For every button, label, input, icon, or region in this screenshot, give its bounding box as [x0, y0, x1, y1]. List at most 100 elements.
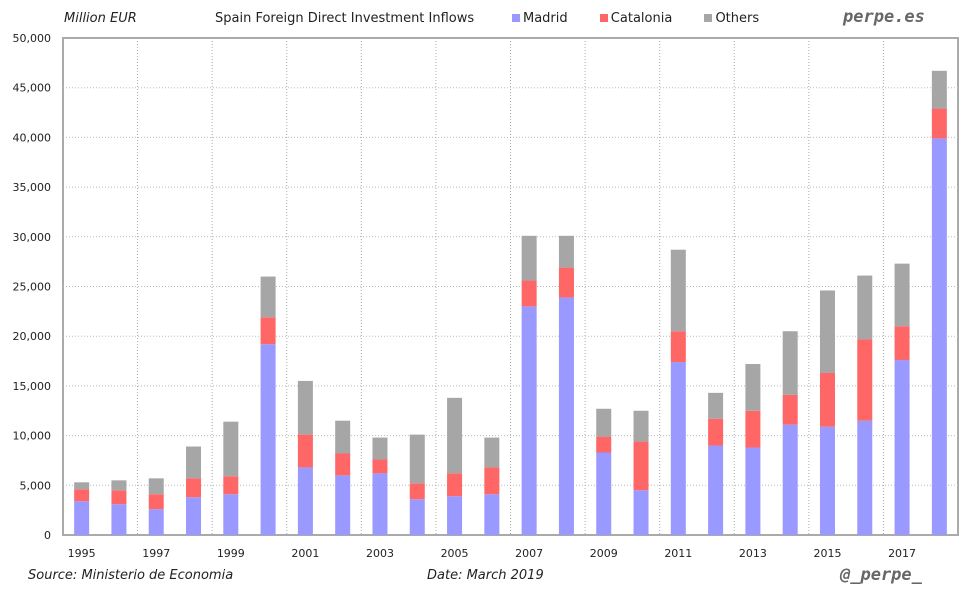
chart-title: Spain Foreign Direct Investment Inflows	[215, 11, 475, 26]
bar-catalonia-1995	[74, 489, 90, 502]
bar-others-2003	[372, 437, 388, 460]
bar-madrid-2011	[670, 362, 686, 535]
bar-madrid-2000	[260, 344, 276, 535]
bar-madrid-2008	[558, 297, 574, 535]
bar-others-2007	[521, 235, 537, 281]
bar-catalonia-2005	[447, 473, 463, 497]
x-tick-label: 1999	[217, 547, 245, 560]
bar-others-2017	[894, 263, 910, 327]
bar-madrid-1998	[186, 497, 202, 535]
bar-madrid-1999	[223, 494, 239, 535]
bar-madrid-1997	[148, 509, 164, 535]
bar-madrid-2015	[819, 426, 835, 535]
legend-item-catalonia: Catalonia	[599, 11, 673, 26]
bar-catalonia-2017	[894, 326, 910, 361]
x-tick-label: 2015	[813, 547, 841, 560]
bar-catalonia-2003	[372, 459, 388, 474]
bar-catalonia-2014	[782, 394, 798, 425]
bar-others-2005	[447, 397, 463, 474]
bar-others-2012	[708, 392, 724, 419]
bar-madrid-2018	[931, 138, 947, 536]
bar-others-2010	[633, 410, 649, 442]
bar-madrid-2001	[297, 467, 313, 535]
bar-catalonia-2004	[409, 483, 425, 500]
legend-label: Madrid	[523, 11, 568, 26]
legend-label: Catalonia	[610, 11, 673, 26]
bar-others-1997	[148, 478, 164, 495]
x-tick-label: 2011	[664, 547, 692, 560]
bar-catalonia-2009	[596, 436, 612, 453]
x-tick-label: 1995	[68, 547, 96, 560]
bar-catalonia-2006	[484, 467, 500, 495]
bar-catalonia-2015	[819, 372, 835, 427]
bar-others-2013	[745, 364, 761, 411]
x-tick-label: 1997	[142, 547, 170, 560]
y-tick-label: 10,000	[13, 430, 52, 443]
bar-madrid-2005	[447, 496, 463, 535]
bar-catalonia-2012	[708, 418, 724, 446]
legend-swatch-icon	[704, 14, 713, 22]
bar-catalonia-2010	[633, 441, 649, 491]
bar-madrid-2002	[335, 475, 351, 535]
legend-swatch-icon	[599, 14, 608, 22]
x-tick-label: 2001	[291, 547, 319, 560]
x-tick-label: 2013	[739, 547, 767, 560]
bar-catalonia-2013	[745, 410, 761, 448]
bar-catalonia-1999	[223, 476, 239, 495]
bar-catalonia-1997	[148, 494, 164, 510]
bar-others-2001	[297, 380, 313, 435]
bar-others-2015	[819, 290, 835, 373]
y-tick-label: 45,000	[13, 82, 52, 95]
y-tick-label: 40,000	[13, 131, 52, 144]
bar-others-1999	[223, 421, 239, 477]
source-note: Source: Ministerio de Economia	[28, 568, 234, 583]
bar-others-2002	[335, 420, 351, 454]
y-tick-label: 25,000	[13, 281, 52, 294]
bar-catalonia-2002	[335, 453, 351, 476]
bar-madrid-2004	[409, 499, 425, 535]
bar-madrid-2007	[521, 306, 537, 535]
bar-catalonia-2008	[558, 267, 574, 298]
handle: @_perpe_	[840, 565, 922, 585]
brand-logo: perpe.es	[843, 7, 925, 27]
y-tick-label: 30,000	[13, 231, 52, 244]
y-tick-label: 20,000	[13, 330, 52, 343]
x-tick-label: 2009	[590, 547, 618, 560]
bar-madrid-2009	[596, 452, 612, 535]
bar-others-2016	[857, 275, 873, 340]
legend-item-madrid: Madrid	[512, 11, 568, 26]
bar-others-2014	[782, 331, 798, 395]
legend: Madrid Catalonia Others	[512, 11, 759, 26]
bar-madrid-1996	[111, 504, 127, 535]
y-tick-label: 15,000	[13, 380, 52, 393]
bar-madrid-2013	[745, 447, 761, 535]
bar-madrid-1995	[74, 501, 90, 535]
x-tick-label: 2005	[441, 547, 469, 560]
bar-madrid-2012	[708, 445, 724, 535]
bar-others-2004	[409, 434, 425, 484]
bar-others-1998	[186, 446, 202, 479]
y-tick-label: 0	[44, 529, 51, 542]
bar-catalonia-1996	[111, 490, 127, 505]
bar-madrid-2010	[633, 490, 649, 535]
bar-others-2018	[931, 70, 947, 109]
legend-swatch-icon	[512, 14, 520, 22]
x-tick-label: 2007	[515, 547, 543, 560]
y-tick-label: 35,000	[13, 181, 52, 194]
y-unit-label: Million EUR	[64, 11, 137, 26]
bar-others-2000	[260, 276, 276, 318]
legend-label: Others	[715, 11, 760, 26]
bar-madrid-2014	[782, 424, 798, 535]
bar-others-1996	[111, 480, 127, 491]
legend-item-others: Others	[704, 11, 759, 26]
bar-others-2009	[596, 408, 612, 437]
bar-catalonia-2001	[297, 434, 313, 468]
bar-others-1995	[74, 482, 90, 490]
bar-catalonia-2007	[521, 280, 537, 307]
bar-madrid-2016	[857, 420, 873, 535]
bar-madrid-2006	[484, 494, 500, 535]
bar-madrid-2003	[372, 473, 388, 535]
bar-catalonia-2018	[931, 108, 947, 139]
